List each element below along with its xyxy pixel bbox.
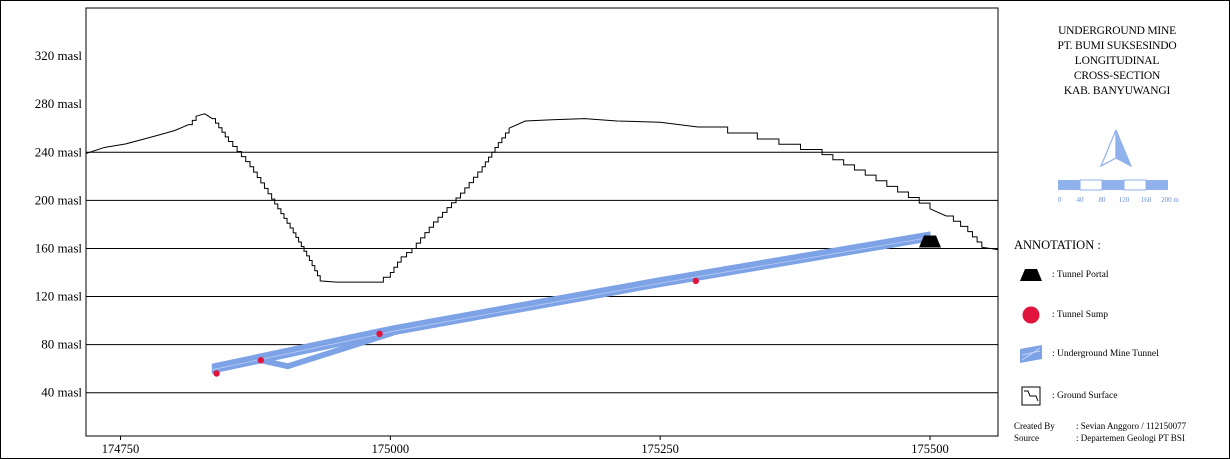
tunnel-portal [919, 235, 942, 248]
tunnel-sump [692, 277, 699, 285]
y-tick-label: 320 masl [35, 48, 83, 63]
y-tick-label: 40 masl [41, 385, 82, 400]
title-line: KAB. BANYUWANGI [1063, 85, 1171, 97]
y-tick-label: 120 masl [35, 289, 83, 304]
title-line: CROSS-SECTION [1073, 70, 1161, 82]
legend-item-tunnel-sump: : Tunnel Sump [1018, 302, 1108, 328]
plot-frame [85, 7, 999, 437]
x-tick-label: 175500 [911, 442, 949, 456]
x-tick-label: 174750 [102, 442, 140, 456]
legend-label: : Underground Mine Tunnel [1052, 349, 1159, 359]
y-tick-label: 200 masl [35, 192, 83, 207]
y-tick-label: 80 masl [41, 337, 82, 352]
underground-tunnel-icon [1020, 345, 1042, 363]
legend-label: : Ground Surface [1052, 391, 1118, 401]
map-title: UNDERGROUND MINE PT. BUMI SUKSESINDO LON… [1014, 24, 1220, 99]
scale-tick-label: 200 m [1161, 196, 1179, 204]
credit-key: Created By [1014, 421, 1055, 431]
tunnel-sump [376, 330, 383, 338]
legend-item-underground-tunnel: : Underground Mine Tunnel [1018, 341, 1159, 367]
legend-label: : Tunnel Sump [1052, 310, 1108, 320]
title-line: LONGITUDINAL [1074, 55, 1160, 67]
title-line: PT. BUMI SUKSESINDO [1057, 40, 1177, 52]
x-tick-label: 175250 [641, 442, 679, 456]
scale-tick-label: 80 [1099, 196, 1107, 204]
credit-source: Source : Departemen Geologi PT BSI [1014, 433, 1185, 443]
legend-panel: UNDERGROUND MINE PT. BUMI SUKSESINDO LON… [1000, 0, 1230, 459]
north-arrow-icon [1099, 129, 1133, 168]
scale-tick-label: 0 [1058, 196, 1062, 204]
credit-key: Source [1014, 433, 1039, 443]
scale-bar: 0 40 80 120 160 200 m [1058, 179, 1179, 204]
ground-surface-line [85, 113, 999, 283]
tunnel-sump-icon [1022, 306, 1040, 324]
y-tick-label: 280 masl [35, 96, 83, 111]
tunnel-portal-icon [1020, 269, 1042, 281]
legend-item-ground-surface: : Ground Surface [1018, 383, 1117, 409]
tunnel-hatch [393, 282, 661, 332]
ground-surface-icon [1021, 386, 1041, 406]
credit-value: : Sevian Anggoro / 112150077 [1076, 421, 1187, 431]
title-line: UNDERGROUND MINE [1058, 25, 1176, 37]
tunnel-sump [257, 357, 265, 364]
y-tick-label: 240 masl [35, 144, 83, 159]
annotation-heading: ANNOTATION : [1014, 238, 1101, 252]
legend-item-tunnel-portal: : Tunnel Portal [1018, 262, 1109, 288]
scale-tick-label: 120 [1119, 196, 1130, 204]
y-tick-label: 160 masl [35, 240, 83, 255]
scale-tick-label: 160 [1141, 196, 1152, 204]
tunnel-hatch [212, 330, 394, 371]
credit-value: : Departemen Geologi PT BSI [1076, 433, 1185, 443]
legend-label: : Tunnel Portal [1052, 270, 1109, 280]
tunnel-sump [213, 370, 220, 377]
credit-created-by: Created By : Sevian Anggoro / 112150077 [1014, 421, 1186, 431]
scale-tick-label: 40 [1077, 196, 1085, 204]
x-tick-label: 175000 [372, 442, 410, 456]
plot-area: 40 masl 80 masl 120 masl 160 masl 200 masl 24… [35, 7, 999, 456]
underground-tunnel [211, 231, 931, 374]
tunnel-hatch [660, 237, 931, 284]
